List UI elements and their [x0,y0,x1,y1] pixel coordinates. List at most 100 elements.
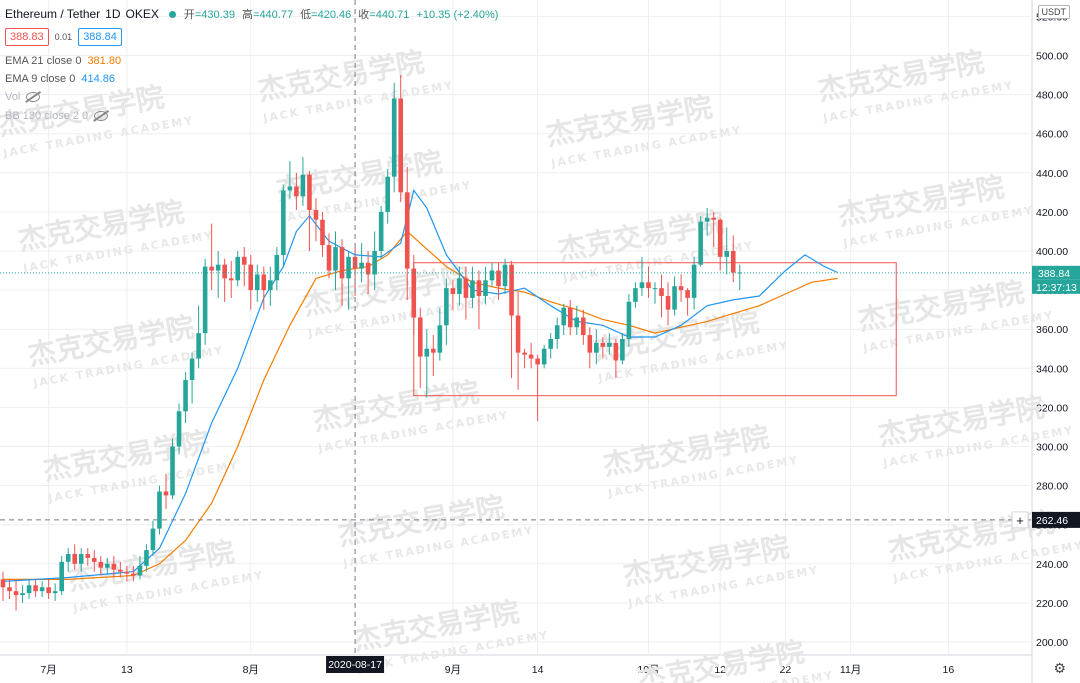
candle-body[interactable] [248,264,254,291]
candle-body[interactable] [685,290,690,298]
buy-button[interactable]: 388.84 [78,28,122,46]
sell-button[interactable]: 388.83 [5,28,49,46]
candle-body[interactable] [711,217,716,220]
candle-body[interactable] [235,256,241,281]
candle-body[interactable] [189,358,195,381]
candle-body[interactable] [20,593,25,596]
candle-body[interactable] [672,286,677,310]
candle-body[interactable] [281,190,286,255]
candle-body[interactable] [0,579,6,588]
candle-body[interactable] [209,266,214,271]
candle-body[interactable] [502,264,508,287]
candle-body[interactable] [411,268,417,318]
candle-body[interactable] [698,221,703,265]
candle-body[interactable] [548,338,553,349]
candle-body[interactable] [398,98,404,193]
candle-body[interactable] [98,561,104,568]
candle-body[interactable] [196,333,201,359]
candle-body[interactable] [59,561,64,592]
candle-body[interactable] [444,288,449,326]
candle-body[interactable] [574,317,580,328]
symbol-name[interactable]: Ethereum / Tether [5,7,101,21]
candle-body[interactable] [378,211,384,251]
candle-body[interactable] [52,591,58,594]
candle-body[interactable] [372,251,377,275]
candle-body[interactable] [691,264,697,298]
candle-body[interactable] [144,550,149,566]
candle-body[interactable] [26,585,32,594]
candle-body[interactable] [483,280,488,296]
candle-body[interactable] [607,342,612,347]
candle-body[interactable] [137,565,143,576]
candle-body[interactable] [105,563,110,568]
candle-body[interactable] [704,217,710,222]
indicator-ema9[interactable]: EMA 9 close 0 414.86 [5,73,115,85]
candle-body[interactable] [333,247,338,271]
candle-body[interactable] [131,573,136,576]
candle-body[interactable] [202,266,208,334]
candle-body[interactable] [183,380,188,412]
interval-label[interactable]: 1D [105,7,121,21]
candle-body[interactable] [339,247,345,279]
candle-body[interactable] [170,446,175,496]
candle-body[interactable] [33,585,38,592]
candle-body[interactable] [78,554,84,564]
candle-body[interactable] [228,278,234,281]
candle-body[interactable] [118,569,123,572]
candle-body[interactable] [463,278,469,298]
ema21-line[interactable] [3,230,838,580]
candle-body[interactable] [222,264,227,279]
candle-body[interactable] [313,209,319,220]
candle-body[interactable] [633,288,638,302]
ema9-line[interactable] [2,189,838,582]
candle-body[interactable] [659,288,664,296]
indicator-vol[interactable]: Vol [5,91,41,103]
candle-body[interactable] [515,315,521,353]
candle-body[interactable] [85,554,91,558]
candle-body[interactable] [567,307,573,328]
candle-body[interactable] [111,563,117,570]
indicator-bb[interactable]: BB 130 close 2 0 [5,110,109,122]
time-axis[interactable] [0,655,1032,683]
candle-body[interactable] [254,274,260,291]
candle-body[interactable] [541,348,547,365]
candle-body[interactable] [46,587,51,594]
candle-body[interactable] [307,174,312,210]
candle-body[interactable] [391,98,397,177]
candle-body[interactable] [528,354,534,359]
candle-body[interactable] [320,219,325,246]
candle-body[interactable] [496,270,501,287]
candle-body[interactable] [287,186,293,191]
candle-body[interactable] [470,280,475,298]
candle-body[interactable] [620,338,625,361]
candle-body[interactable] [665,295,671,310]
candle-body[interactable] [561,307,567,326]
candle-body[interactable] [157,491,162,529]
candle-body[interactable] [476,280,482,296]
candle-body[interactable] [489,270,495,281]
candle-body[interactable] [39,587,45,592]
candle-body[interactable] [717,219,723,257]
candle-body[interactable] [150,528,156,551]
candle-body[interactable] [124,571,130,574]
candle-body[interactable] [163,491,169,496]
candle-body[interactable] [437,325,443,353]
candle-body[interactable] [359,262,364,269]
candle-body[interactable] [737,272,743,274]
candle-body[interactable] [346,256,351,279]
hidden-eye-icon[interactable] [26,92,41,103]
candle-body[interactable] [613,342,619,361]
candle-body[interactable] [13,591,19,596]
candle-body[interactable] [522,352,527,355]
candle-body[interactable] [730,251,736,273]
candle-body[interactable] [587,335,593,353]
candle-body[interactable] [457,278,462,295]
price-axis[interactable] [1032,0,1080,683]
candle-body[interactable] [600,342,606,347]
candle-body[interactable] [580,317,586,336]
candle-body[interactable] [424,348,430,357]
candle-body[interactable] [450,288,456,295]
candle-body[interactable] [7,587,12,592]
candle-body[interactable] [678,286,684,291]
candle-body[interactable] [91,557,97,562]
